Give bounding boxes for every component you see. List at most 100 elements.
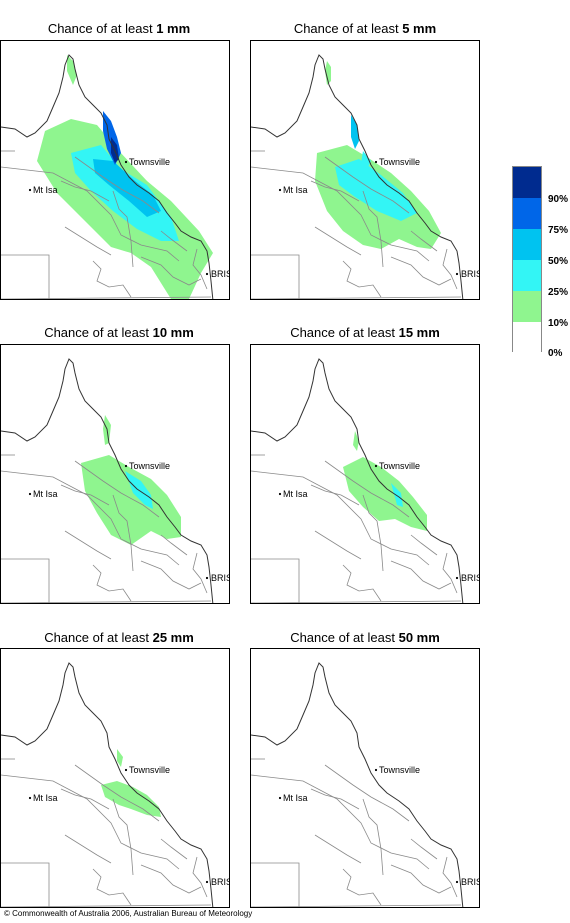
district-boundary bbox=[92, 564, 132, 602]
district-boundary bbox=[251, 862, 300, 907]
district-boundary bbox=[74, 460, 160, 518]
place-label-brisbane: BRIS bbox=[461, 877, 479, 887]
town-marker bbox=[28, 796, 32, 800]
map-1mm: Townsville Mt Isa BRIS bbox=[0, 40, 230, 300]
district-boundary bbox=[64, 834, 112, 864]
district-boundary bbox=[112, 798, 134, 876]
map-50mm: Townsville Mt Isa BRIS bbox=[250, 648, 480, 908]
town-marker bbox=[374, 464, 378, 468]
district-boundary bbox=[1, 296, 212, 299]
map-10mm: Townsville Mt Isa BRIS bbox=[0, 344, 230, 604]
district-boundary bbox=[410, 534, 438, 556]
district-boundary bbox=[442, 552, 458, 594]
town-marker bbox=[205, 576, 209, 580]
place-label-townsville: Townsville bbox=[379, 157, 420, 167]
district-boundary bbox=[60, 484, 110, 506]
district-boundary bbox=[1, 904, 212, 907]
probability-legend bbox=[512, 166, 542, 353]
town-marker bbox=[278, 796, 282, 800]
district-boundary bbox=[64, 226, 112, 256]
panel-title-25mm: Chance of at least 25 mm bbox=[0, 630, 238, 646]
district-boundary bbox=[251, 254, 300, 299]
place-label-townsville: Townsville bbox=[379, 461, 420, 471]
district-boundary bbox=[112, 494, 134, 572]
copyright-notice: © Commonwealth of Australia 2006, Austra… bbox=[4, 909, 253, 918]
district-boundary bbox=[112, 190, 134, 268]
district-boundary bbox=[251, 470, 430, 566]
map-10mm-svg: Townsville Mt Isa BRIS bbox=[1, 358, 229, 603]
panel-title-10mm: Chance of at least 10 mm bbox=[0, 325, 238, 341]
district-boundary bbox=[1, 166, 180, 262]
legend-label-90: 90% bbox=[548, 194, 569, 205]
place-label-brisbane: BRIS bbox=[211, 269, 229, 279]
panel-title-prefix: Chance of at least bbox=[44, 630, 153, 645]
rain-probability-area bbox=[361, 151, 371, 169]
panel-title-prefix: Chance of at least bbox=[290, 325, 399, 340]
district-boundary bbox=[310, 180, 360, 202]
legend-label-75: 75% bbox=[548, 225, 569, 236]
legend-swatch-4 bbox=[513, 291, 541, 322]
place-label-mt_isa: Mt Isa bbox=[33, 489, 58, 499]
district-boundary bbox=[390, 256, 452, 286]
district-boundary bbox=[92, 868, 132, 906]
district-boundary bbox=[251, 296, 462, 299]
district-boundary bbox=[1, 774, 180, 870]
district-boundary bbox=[314, 226, 362, 256]
district-boundary bbox=[410, 230, 438, 252]
map-15mm: Townsville Mt Isa BRIS bbox=[250, 344, 480, 604]
panel-title-prefix: Chance of at least bbox=[44, 325, 153, 340]
town-marker bbox=[278, 492, 282, 496]
map-50mm-svg: Townsville Mt Isa BRIS bbox=[251, 662, 479, 907]
legend-label-50: 50% bbox=[548, 256, 569, 267]
legend-swatch-0 bbox=[513, 167, 541, 198]
district-boundary bbox=[64, 530, 112, 560]
place-label-mt_isa: Mt Isa bbox=[33, 185, 58, 195]
district-boundary bbox=[310, 484, 360, 506]
district-boundary bbox=[442, 856, 458, 898]
rain-probability-area bbox=[335, 159, 417, 221]
district-boundary bbox=[310, 788, 360, 810]
district-boundary bbox=[160, 534, 188, 556]
town-marker bbox=[124, 160, 128, 164]
legend-swatch-3 bbox=[513, 260, 541, 291]
district-boundary bbox=[314, 530, 362, 560]
district-boundary bbox=[160, 230, 188, 252]
district-boundary bbox=[390, 864, 452, 894]
district-boundary bbox=[60, 788, 110, 810]
district-boundary bbox=[1, 558, 50, 603]
district-boundary bbox=[390, 560, 452, 590]
town-marker bbox=[28, 492, 32, 496]
coastline bbox=[251, 358, 464, 603]
panel-title-5mm: Chance of at least 5 mm bbox=[246, 21, 484, 37]
district-boundary bbox=[362, 798, 384, 876]
district-boundary bbox=[251, 600, 462, 603]
town-marker bbox=[28, 188, 32, 192]
place-label-mt_isa: Mt Isa bbox=[283, 185, 308, 195]
coastline bbox=[251, 662, 464, 907]
map-5mm-svg: Townsville Mt Isa BRIS bbox=[251, 54, 479, 299]
panel-title-1mm: Chance of at least 1 mm bbox=[0, 21, 238, 37]
rain-probability-area bbox=[93, 159, 161, 217]
map-15mm-svg: Townsville Mt Isa BRIS bbox=[251, 358, 479, 603]
district-boundary bbox=[140, 864, 202, 894]
district-boundary bbox=[60, 180, 110, 202]
rain-probability-area bbox=[81, 455, 181, 545]
place-label-mt_isa: Mt Isa bbox=[283, 793, 308, 803]
district-boundary bbox=[324, 156, 410, 214]
town-marker bbox=[205, 880, 209, 884]
district-boundary bbox=[1, 862, 50, 907]
district-boundary bbox=[324, 460, 410, 518]
legend-swatch-2 bbox=[513, 229, 541, 260]
panel-title-50mm: Chance of at least 50 mm bbox=[246, 630, 484, 646]
panel-title-15mm: Chance of at least 15 mm bbox=[246, 325, 484, 341]
district-boundary bbox=[342, 260, 382, 298]
panel-title-prefix: Chance of at least bbox=[47, 21, 157, 36]
district-boundary bbox=[1, 254, 50, 299]
district-boundary bbox=[140, 560, 202, 590]
place-label-townsville: Townsville bbox=[129, 461, 170, 471]
panel-title-amount: 15 mm bbox=[398, 325, 440, 340]
district-boundary bbox=[251, 774, 430, 870]
panel-title-amount: 5 mm bbox=[402, 21, 437, 36]
panel-title-amount: 10 mm bbox=[152, 325, 194, 340]
legend-label-10: 10% bbox=[548, 318, 569, 329]
